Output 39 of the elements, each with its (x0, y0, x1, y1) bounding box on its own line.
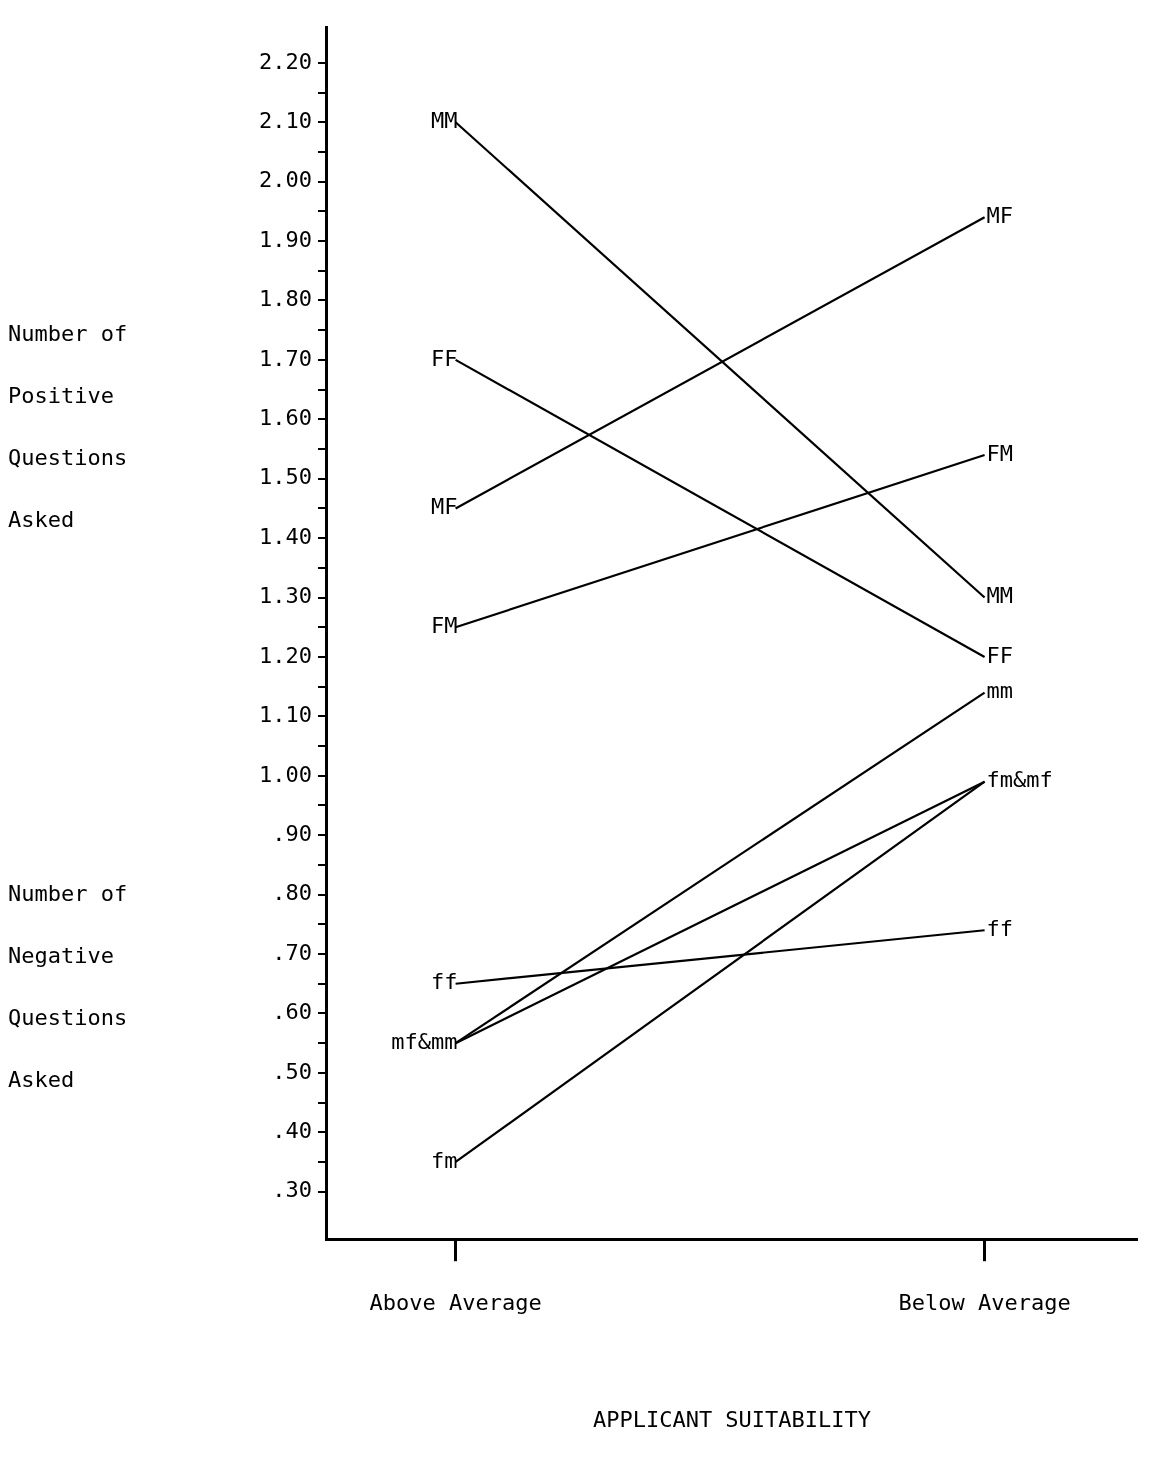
y-tick-label: .70 (272, 939, 312, 965)
x-tick-label: Above Average (369, 1290, 542, 1316)
annotation: mf&mm (391, 1028, 458, 1054)
y-tick-label: .60 (272, 999, 312, 1025)
y-tick-label: 1.90 (259, 226, 312, 252)
annotation: MM (431, 107, 458, 133)
y-tick-label: 1.40 (259, 523, 312, 549)
y-tick-label: 1.80 (259, 286, 312, 312)
annotation: ff (431, 969, 458, 995)
y-tick-label: 1.00 (259, 761, 312, 787)
y-tick-label: 1.50 (259, 464, 312, 490)
annotation: MF (986, 203, 1014, 229)
annotation: fm (431, 1147, 458, 1173)
x-tick-label: Below Average (898, 1290, 1071, 1316)
annotation: MF (431, 494, 458, 520)
annotation: FF (431, 345, 458, 371)
y-tick-label: 2.20 (259, 48, 312, 74)
y-tick-label: .80 (272, 880, 312, 906)
x-axis-title: APPLICANT SUITABILITY (592, 1406, 872, 1432)
y-tick-label: .40 (272, 1117, 312, 1143)
annotation: FM (986, 440, 1014, 466)
y-tick-label: 1.20 (259, 642, 312, 668)
y-tick-label: .30 (272, 1177, 312, 1203)
text: Number of Positive Questions Asked (8, 321, 128, 532)
y-tick-label: 2.00 (259, 167, 312, 193)
annotation: ff (986, 915, 1014, 941)
y-tick-label: .90 (272, 820, 312, 846)
y-tick-label: 1.10 (259, 702, 312, 728)
annotation: mm (986, 678, 1014, 704)
annotation: MM (986, 583, 1014, 609)
annotation: fm&mf (986, 767, 1053, 793)
annotation: FM (431, 612, 458, 638)
y-tick-label: 1.30 (259, 583, 312, 609)
y-tick-label: 1.70 (259, 345, 312, 371)
y-tick-label: 2.10 (259, 107, 312, 133)
y-tick-label: 1.60 (259, 405, 312, 431)
text: Number of Negative Questions Asked (8, 881, 128, 1092)
annotation: FF (986, 642, 1014, 668)
y-tick-label: .50 (272, 1058, 312, 1084)
